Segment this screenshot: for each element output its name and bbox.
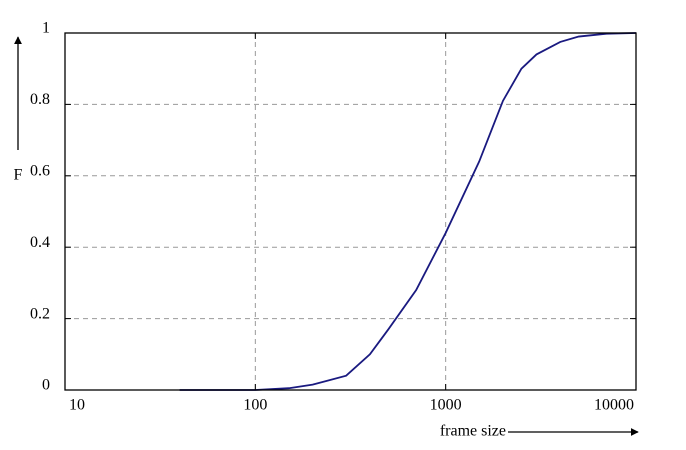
data-line xyxy=(179,32,637,391)
x-tick-label: 1000 xyxy=(430,397,462,414)
plot-frame xyxy=(64,32,637,391)
x-tick-label: 100 xyxy=(243,397,267,414)
grid xyxy=(64,32,637,391)
y-tick-label: 0.6 xyxy=(30,162,50,179)
x-tick-label: 10 xyxy=(69,397,85,414)
ticks xyxy=(64,32,637,391)
y-tick-label: 0 xyxy=(42,377,50,394)
y-tick-label: 1 xyxy=(42,20,50,37)
y-tick-label: 0.2 xyxy=(30,305,50,322)
plot xyxy=(179,32,637,391)
y-tick-label: 0.8 xyxy=(30,91,50,108)
x-tick-label: 10000 xyxy=(594,397,634,414)
y-tick-label: 0.4 xyxy=(30,234,50,251)
x-axis-label: frame size xyxy=(440,423,506,440)
y-axis-label: F xyxy=(14,167,23,184)
